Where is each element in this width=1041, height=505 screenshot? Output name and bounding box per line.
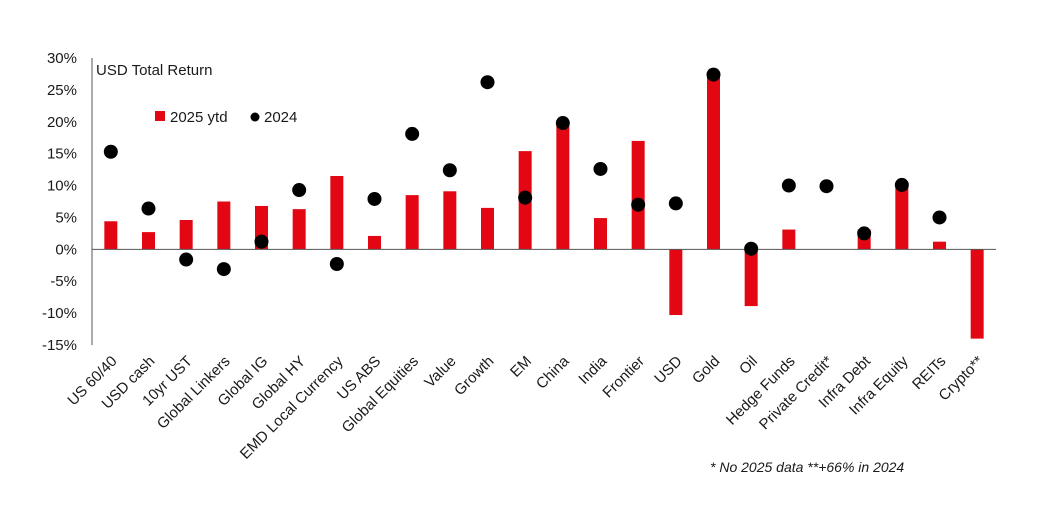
- dot-2024: [179, 252, 194, 267]
- y-tick-label: 25%: [47, 82, 77, 99]
- bar-2025-ytd: [782, 229, 796, 250]
- y-axis: 30% 25% 20% 15% 10% 5% 0% -5% -10% -15%: [42, 50, 93, 354]
- dot-2024: [894, 177, 909, 192]
- bar-2025-ytd: [179, 219, 193, 250]
- category-label: China: [533, 352, 573, 392]
- y-tick-label: 10%: [47, 178, 77, 195]
- dot-2024: [103, 144, 118, 159]
- bar-2025-ytd: [970, 249, 984, 339]
- dot-2024: [593, 161, 608, 176]
- category-label: Oil: [736, 353, 761, 378]
- bar-2025-ytd: [594, 218, 607, 250]
- bar-2025-ytd: [895, 184, 909, 250]
- dot-2024: [216, 262, 231, 277]
- bar-2025-ytd: [104, 221, 118, 250]
- y-tick-label: 5%: [55, 209, 77, 226]
- bar-2025-ytd: [481, 207, 494, 250]
- category-label: Growth: [451, 353, 497, 399]
- dot-2024: [442, 163, 457, 178]
- bar-2025-ytd: [744, 249, 758, 307]
- y-tick-label: -10%: [42, 305, 77, 322]
- legend: 2025 ytd 2024: [155, 109, 297, 126]
- y-tick-label: 20%: [47, 114, 77, 131]
- legend-label-2025-ytd: 2025 ytd: [170, 109, 228, 126]
- dot-2024: [141, 201, 156, 216]
- bar-2025-ytd: [631, 140, 645, 250]
- bar-2025-ytd: [368, 235, 381, 250]
- category-label: Gold: [689, 353, 723, 387]
- dot-2024: [668, 196, 683, 211]
- dot-2024: [292, 183, 307, 198]
- y-tick-label: 0%: [55, 241, 77, 258]
- dot-2024: [857, 226, 872, 241]
- y-tick-label: 15%: [47, 146, 77, 163]
- dot-series: [103, 67, 947, 277]
- dot-2024: [367, 191, 382, 206]
- y-tick-label: -15%: [42, 337, 77, 354]
- chart-annotation: USD Total Return: [96, 62, 212, 79]
- bar-2025-ytd: [330, 175, 344, 250]
- dot-2024: [254, 234, 269, 249]
- bar-2025-ytd: [292, 209, 306, 250]
- dot-2024: [555, 116, 570, 131]
- category-label: EM: [507, 353, 535, 381]
- footnote: * No 2025 data **+66% in 2024: [710, 459, 904, 475]
- bar-series: [104, 73, 984, 339]
- category-label: Frontier: [599, 353, 648, 402]
- dot-2024: [819, 179, 834, 194]
- bar-2025-ytd: [142, 232, 155, 250]
- dot-2024: [744, 241, 759, 256]
- category-label: USD: [651, 353, 686, 388]
- bar-2025-ytd: [405, 195, 419, 250]
- bar-2025-ytd: [933, 241, 946, 250]
- legend-swatch-2025-ytd: [155, 111, 165, 121]
- dot-2024: [518, 190, 533, 205]
- dot-2024: [781, 178, 796, 193]
- dot-2024: [932, 210, 947, 225]
- y-tick-label: 30%: [47, 50, 77, 67]
- dot-2024: [631, 197, 646, 212]
- legend-label-2024: 2024: [264, 109, 297, 126]
- bar-2025-ytd: [669, 249, 683, 316]
- bar-2025-ytd: [707, 73, 720, 250]
- y-tick-label: -5%: [50, 273, 77, 290]
- dot-2024: [480, 75, 495, 90]
- dot-2024: [405, 126, 420, 141]
- legend-marker-2024: [250, 112, 260, 122]
- dot-2024: [329, 257, 344, 272]
- dot-2024: [706, 67, 721, 82]
- bar-2025-ytd: [556, 123, 570, 250]
- bar-2025-ytd: [217, 201, 231, 250]
- bar-2025-ytd: [443, 191, 457, 250]
